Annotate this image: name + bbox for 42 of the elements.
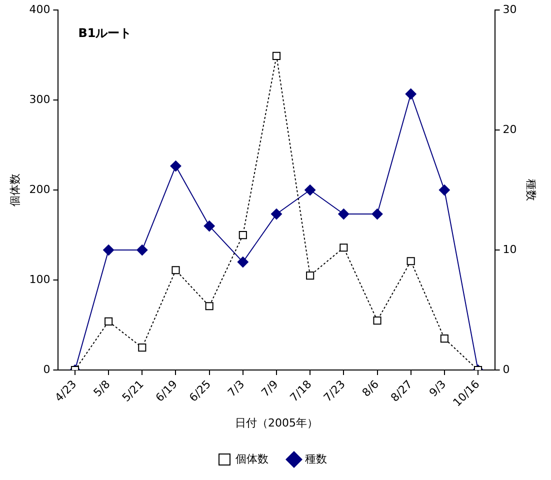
y-tick-label: 100	[29, 272, 50, 286]
y2-tick-label: 10	[502, 242, 517, 256]
x-axis-title: 日付（2005年）	[235, 416, 318, 430]
y2-tick-label: 20	[502, 122, 517, 136]
point	[304, 184, 316, 196]
y-tick-label: 300	[29, 92, 50, 106]
x-tick-label: 5/8	[91, 378, 113, 400]
annotation: B1ルート	[78, 26, 132, 40]
point	[238, 230, 247, 240]
point	[205, 302, 214, 310]
y2-tick-label: 0	[502, 362, 510, 376]
x-tick-label: 7/3	[225, 378, 248, 400]
y-tick-label: 200	[29, 182, 50, 196]
x-tick-label: 9/3	[426, 378, 449, 400]
y-tick-label: 400	[29, 2, 50, 16]
point	[440, 334, 448, 343]
x-tick-label: 7/9	[258, 378, 281, 400]
point	[306, 272, 314, 280]
point	[136, 244, 148, 256]
point	[406, 257, 415, 266]
point	[104, 317, 113, 326]
x-tick-label: 8/6	[360, 378, 382, 400]
y2-tick-label: 30	[502, 2, 517, 16]
point	[272, 52, 281, 60]
y2-axis-title: 種数	[524, 179, 538, 202]
point	[373, 316, 382, 325]
point	[438, 184, 450, 196]
point	[340, 244, 348, 252]
point	[405, 88, 416, 100]
point	[103, 244, 114, 256]
point	[271, 208, 282, 220]
point	[372, 208, 383, 220]
point	[172, 266, 180, 274]
point	[204, 220, 215, 232]
point	[237, 256, 248, 268]
point	[138, 344, 146, 352]
legend-label: 個体数	[236, 452, 268, 466]
y-tick-label: 0	[43, 362, 50, 376]
legend-label: 種数	[305, 452, 327, 466]
point	[170, 160, 182, 172]
point	[338, 208, 350, 220]
y-axis-title: 個体数	[8, 174, 22, 207]
